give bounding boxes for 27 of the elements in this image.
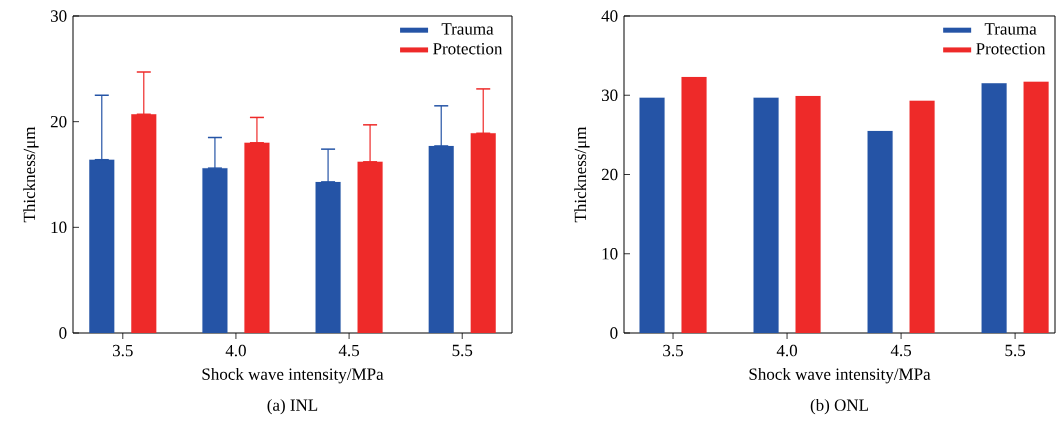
x-tick-label: 4.5	[890, 344, 912, 357]
y-tick-label: 20	[50, 115, 67, 128]
y-tick-label: 0	[59, 327, 67, 339]
y-tick-label: 30	[601, 89, 618, 101]
x-tick-label: 5.5	[1005, 344, 1026, 357]
y-axis-title: Thickness/μm	[23, 126, 39, 223]
x-tick-label: 4.5	[338, 344, 360, 357]
y-tick-label: 30	[50, 10, 67, 22]
legend-label: Trauma	[984, 23, 1037, 35]
text: (b) ONL	[810, 398, 868, 415]
x-tick-label: 4.0	[225, 344, 246, 357]
y-tick-label: 40	[601, 10, 618, 22]
text: (a) INL	[267, 398, 318, 415]
x-tick-label: 5.5	[452, 344, 473, 357]
x-axis-title: Shock wave intensity/MPa	[749, 367, 931, 384]
y-tick-label: 10	[602, 248, 618, 260]
legend-label: Protection	[433, 43, 503, 55]
y-axis-title: Thickness/μm	[574, 126, 590, 223]
y-tick-label: 20	[601, 168, 618, 181]
legend-label: Protection	[976, 43, 1046, 55]
x-tick-label: 3.5	[663, 344, 684, 357]
legend-label: Trauma	[441, 23, 494, 35]
x-tick-label: 3.5	[112, 344, 133, 357]
y-tick-label: 10	[51, 221, 67, 234]
x-tick-label: 4.0	[776, 344, 798, 357]
x-axis-title: Shock wave intensity/MPa	[202, 367, 384, 384]
y-tick-label: 0	[610, 327, 618, 339]
